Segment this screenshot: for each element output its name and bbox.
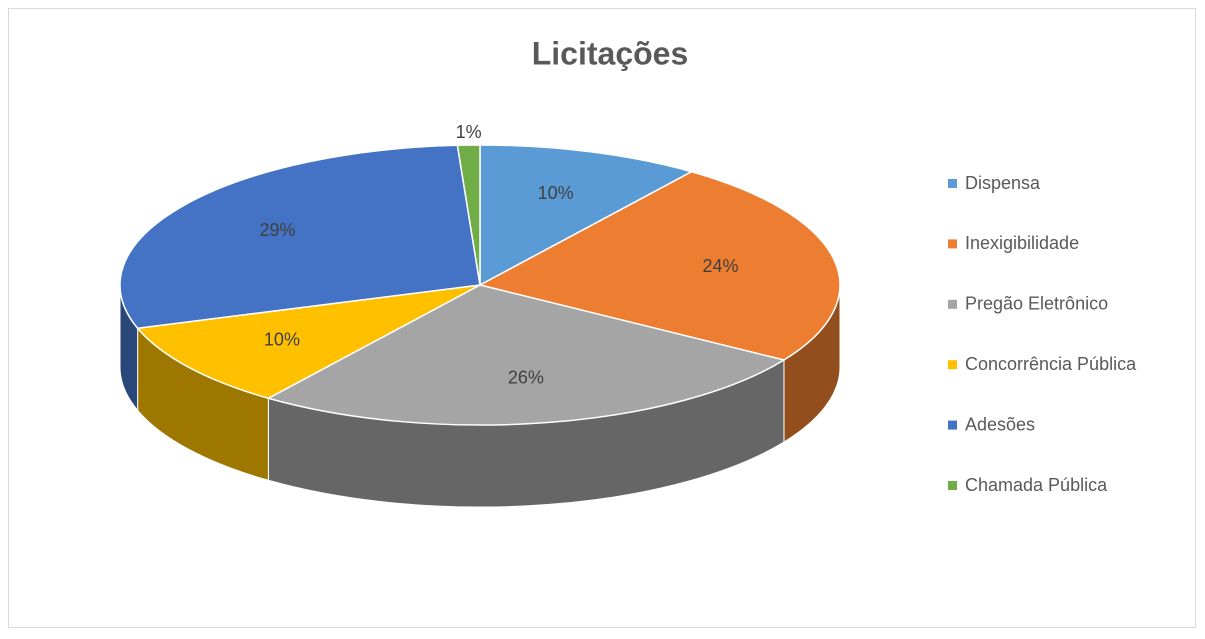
legend-marker (948, 239, 957, 249)
legend-label: Inexigibilidade (965, 233, 1079, 253)
slice (479, 144, 694, 287)
slice (477, 170, 841, 361)
slice (119, 144, 481, 330)
legend-marker (948, 420, 957, 430)
slice (266, 284, 786, 426)
legend-label: Concorrência Pública (965, 354, 1137, 374)
data-label: 10% (538, 183, 574, 203)
data-label: 10% (264, 330, 300, 350)
slice (136, 284, 481, 400)
legend-label: Pregão Eletrônico (965, 294, 1108, 314)
legend-label: Adesões (965, 414, 1035, 434)
data-label: 1% (456, 122, 482, 142)
data-label: 24% (702, 256, 738, 276)
legend-label: Dispensa (965, 173, 1041, 193)
legend-marker (948, 179, 957, 188)
legend-marker (948, 299, 957, 309)
legend-marker (948, 360, 957, 370)
data-label: 29% (260, 220, 296, 240)
legend-label: Chamada Pública (965, 475, 1108, 495)
legend-marker (948, 481, 957, 490)
data-label: 26% (508, 367, 544, 387)
slice (456, 144, 481, 286)
chart-title: Licitações (532, 35, 689, 71)
